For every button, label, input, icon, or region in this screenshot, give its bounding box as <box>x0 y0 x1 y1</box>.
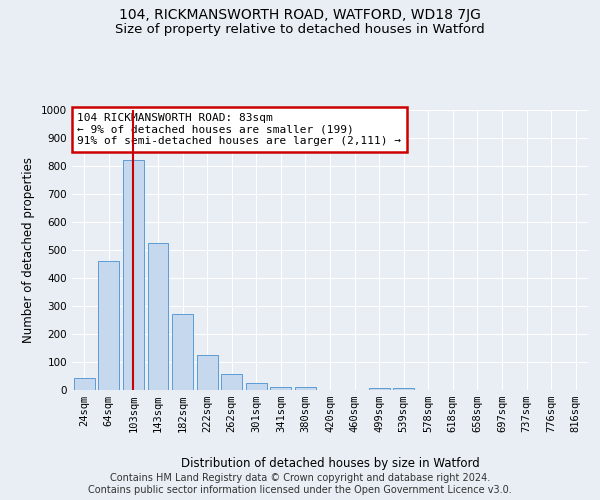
Bar <box>148 243 169 390</box>
Bar <box>172 314 193 390</box>
Text: Distribution of detached houses by size in Watford: Distribution of detached houses by size … <box>181 458 479 470</box>
Bar <box>123 160 144 390</box>
Bar <box>98 261 119 390</box>
Bar <box>368 388 389 390</box>
Bar <box>271 386 292 390</box>
Text: Size of property relative to detached houses in Watford: Size of property relative to detached ho… <box>115 22 485 36</box>
Bar <box>197 355 218 390</box>
Text: 104, RICKMANSWORTH ROAD, WATFORD, WD18 7JG: 104, RICKMANSWORTH ROAD, WATFORD, WD18 7… <box>119 8 481 22</box>
Y-axis label: Number of detached properties: Number of detached properties <box>22 157 35 343</box>
Text: Contains HM Land Registry data © Crown copyright and database right 2024.
Contai: Contains HM Land Registry data © Crown c… <box>88 474 512 495</box>
Bar <box>393 388 414 390</box>
Bar <box>246 383 267 390</box>
Bar <box>74 378 95 390</box>
Text: 104 RICKMANSWORTH ROAD: 83sqm
← 9% of detached houses are smaller (199)
91% of s: 104 RICKMANSWORTH ROAD: 83sqm ← 9% of de… <box>77 113 401 146</box>
Bar <box>295 386 316 390</box>
Bar <box>221 374 242 390</box>
